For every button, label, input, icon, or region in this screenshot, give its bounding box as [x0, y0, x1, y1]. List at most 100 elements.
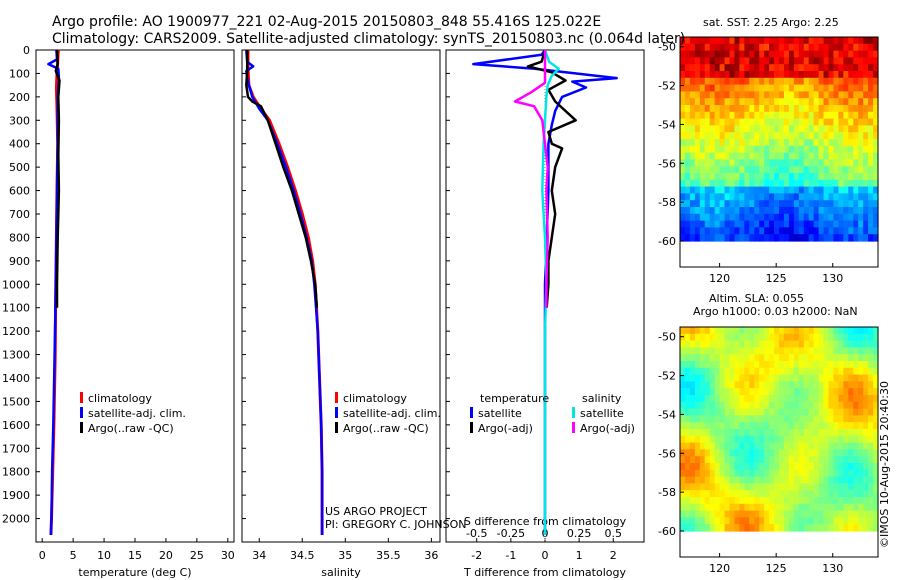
map-cell	[783, 186, 790, 194]
map-cell	[749, 374, 755, 382]
map-cell	[704, 77, 711, 86]
map-cell	[833, 98, 839, 106]
map-cell	[779, 347, 785, 355]
map-cell	[783, 435, 790, 444]
map-cell	[818, 105, 825, 113]
map-cell	[694, 111, 701, 120]
map-cell	[853, 497, 859, 505]
map-cell	[783, 347, 790, 355]
y-tick-label: -60	[658, 235, 676, 248]
map-cell	[858, 435, 864, 444]
map-cell	[838, 449, 844, 457]
map-cell	[813, 37, 820, 45]
map-cell	[833, 57, 839, 65]
map-cell	[694, 388, 701, 396]
map-cell	[759, 374, 765, 382]
map-cell	[689, 152, 696, 160]
map-cell	[823, 159, 830, 167]
map-cell	[729, 179, 736, 188]
map-cell	[783, 207, 790, 215]
map-cell	[754, 186, 760, 194]
map-cell	[739, 139, 745, 147]
map-cell	[739, 327, 745, 335]
map-cell	[823, 456, 830, 464]
map-cell	[858, 361, 864, 369]
map-cell	[689, 50, 696, 58]
map-cell	[724, 449, 731, 457]
map-cell	[783, 517, 790, 525]
map-cell	[838, 333, 844, 342]
map-cell	[739, 71, 745, 79]
map-cell	[833, 429, 839, 437]
map-cell	[719, 333, 726, 342]
map-cell	[808, 125, 815, 133]
map-cell	[863, 234, 869, 242]
map-cell	[694, 105, 701, 113]
map-cell	[838, 111, 844, 120]
map-cell	[734, 145, 740, 154]
map-cell	[808, 50, 815, 58]
map-cell	[868, 84, 874, 92]
map-cell	[783, 64, 790, 72]
map-cell	[694, 524, 701, 532]
map-cell	[724, 497, 731, 505]
series-line-group	[526, 50, 577, 308]
map-cell	[828, 395, 835, 403]
map-cell	[828, 152, 835, 160]
map-cell	[813, 166, 820, 174]
map-cell	[783, 234, 790, 242]
map-cell	[709, 37, 716, 45]
y-tick-label: -56	[658, 157, 676, 170]
map-cell	[719, 37, 726, 45]
map-cell	[843, 340, 849, 348]
map-cell	[764, 340, 770, 348]
map-cell	[754, 139, 760, 147]
map-cell	[769, 186, 775, 194]
map-cell	[734, 220, 740, 228]
map-cell	[769, 381, 775, 389]
map-cell	[828, 179, 835, 188]
map-cell	[754, 207, 760, 215]
map-cell	[783, 227, 790, 235]
map-cell	[759, 497, 765, 505]
map-cell	[808, 193, 815, 201]
map-cell	[694, 361, 701, 369]
map-cell	[833, 77, 839, 86]
legend-item-climatology: climatology	[335, 391, 441, 406]
map-cell	[828, 347, 835, 355]
series-line-group	[245, 50, 324, 535]
map-cell	[868, 476, 874, 484]
map-cell	[843, 64, 849, 72]
map-cell	[838, 145, 844, 154]
map-cell	[808, 220, 815, 228]
map-cell	[858, 91, 864, 99]
map-cell	[823, 105, 830, 113]
map-cell	[734, 449, 740, 457]
map-cell	[853, 37, 859, 45]
map-cell	[838, 77, 844, 86]
map-cell	[759, 408, 765, 416]
map-cell	[709, 166, 716, 174]
map-cell	[838, 37, 844, 45]
map-cell	[863, 132, 869, 140]
map-cell	[838, 361, 844, 369]
map-cell	[788, 381, 795, 389]
map-cell	[744, 64, 750, 72]
map-cell	[828, 517, 835, 525]
map-cell	[774, 327, 780, 335]
map-cell	[838, 220, 844, 228]
map-cell	[853, 483, 859, 491]
x-tick-label: 15	[128, 549, 142, 562]
map-cell	[764, 429, 770, 437]
map-cell	[684, 200, 691, 208]
map-cell	[838, 469, 844, 478]
map-cell	[739, 483, 745, 491]
map-cell	[848, 77, 854, 86]
map-cell	[828, 524, 835, 532]
map-cell	[704, 490, 711, 498]
map-cell	[749, 125, 755, 133]
map-cell	[868, 98, 874, 106]
sst-map	[680, 37, 879, 242]
map-cell	[774, 367, 780, 376]
map-cell	[783, 503, 790, 512]
